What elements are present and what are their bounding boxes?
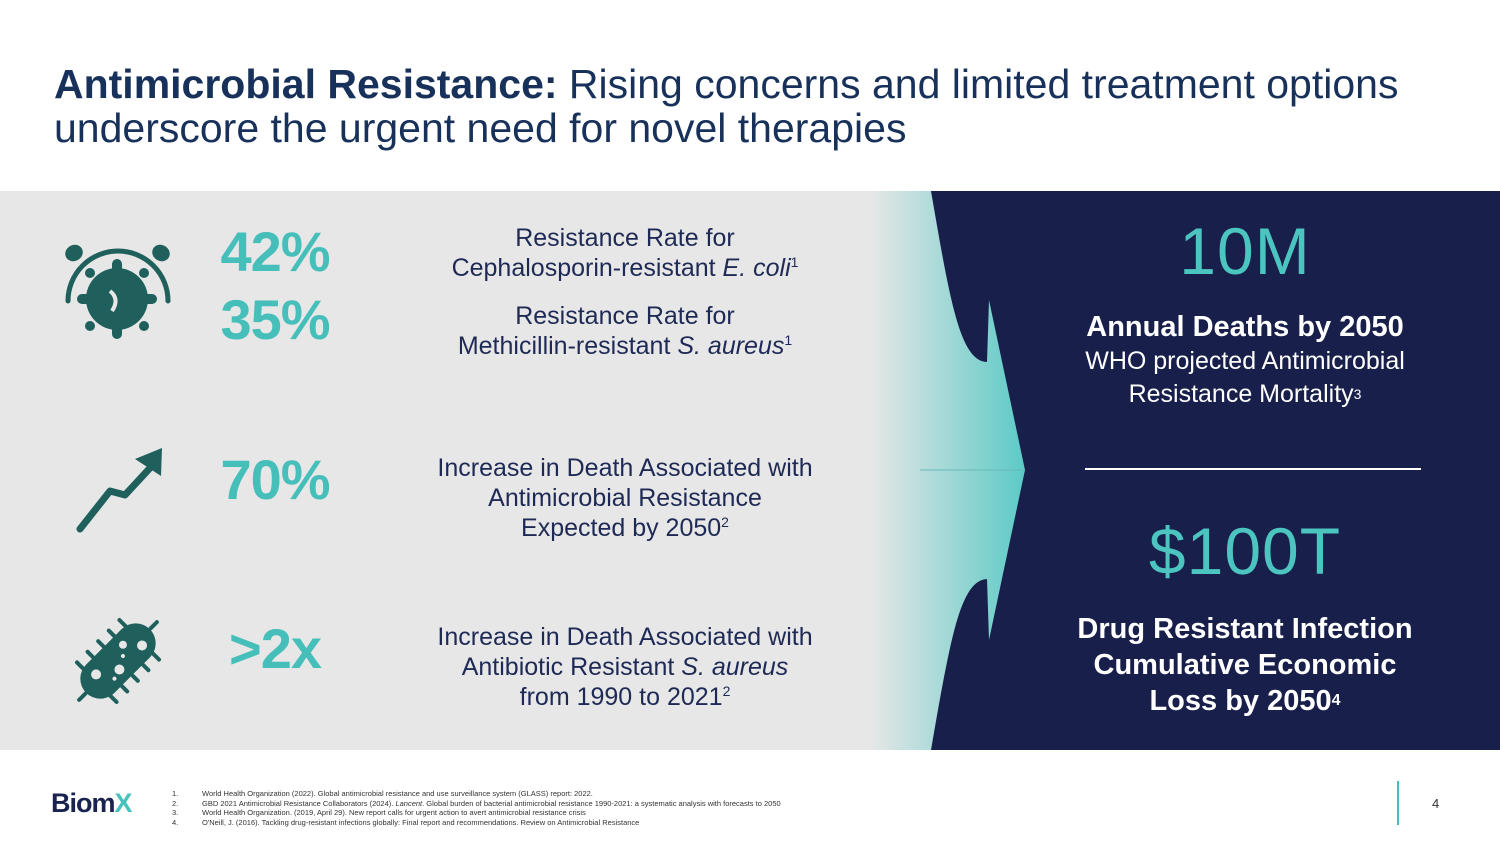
stat-value-saureus: 35% — [220, 288, 330, 351]
deaths-sub: Resistance Mortality3 — [1128, 380, 1362, 408]
page-title: Antimicrobial Resistance: Rising concern… — [54, 61, 1399, 151]
deaths-sub: WHO projected Antimicrobial — [1085, 347, 1405, 375]
biomx-logo: BiomX — [51, 788, 133, 818]
stat-value-ecoli: 42% — [220, 220, 330, 283]
economic-heading: Drug Resistant Infection — [1077, 613, 1413, 645]
reference-item: 3. World Health Organization. (2019, Apri… — [172, 808, 586, 818]
deaths-projection: 10M Annual Deaths by 2050 WHO projected … — [1040, 213, 1450, 411]
page-number: 4 — [1432, 796, 1440, 811]
economic-value: $100T — [1148, 514, 1342, 588]
stat-desc-ecoli: Resistance Rate for Cephalosporin-resist… — [451, 224, 799, 282]
arrow-navy-shape — [931, 191, 1500, 750]
stat-value-amr-deaths: 70% — [220, 448, 330, 511]
resistant-bacteria-icon — [65, 244, 171, 339]
economic-heading: Loss by 20504 — [1149, 685, 1341, 717]
deaths-heading: Annual Deaths by 2050 — [1086, 311, 1404, 343]
footer-divider — [1397, 781, 1399, 825]
reference-item: 1. World Health Organization (2022). Glob… — [172, 789, 593, 798]
bacterium-icon — [74, 617, 162, 705]
panel-background — [0, 191, 1500, 750]
reference-item: 2. GBD 2021 Antimicrobial Resistance Coll… — [172, 798, 781, 808]
stat-desc-saureus-deaths: Increase in Death Associated with Antibi… — [437, 623, 813, 711]
trend-up-arrow-icon — [76, 448, 162, 533]
divider — [1085, 468, 1421, 470]
stat-value-saureus-deaths: >2x — [229, 617, 322, 680]
reference-item: 4. O'Neill, J. (2016). Tackling drug-resi… — [172, 817, 640, 827]
deaths-value: 10M — [1179, 214, 1311, 288]
stats-panel: 42% 35% 70% >2x Resistance Rate for Ceph… — [0, 191, 1500, 750]
economic-loss: $100T Drug Resistant Infection Cumulativ… — [1040, 513, 1450, 719]
economic-heading: Cumulative Economic — [1093, 649, 1397, 681]
stat-desc-saureus: Resistance Rate for Methicillin-resistan… — [457, 302, 793, 360]
references: 1. World Health Organization (2022). Glob… — [172, 789, 781, 827]
stat-desc-amr-deaths: Increase in Death Associated with Antimi… — [437, 454, 813, 542]
